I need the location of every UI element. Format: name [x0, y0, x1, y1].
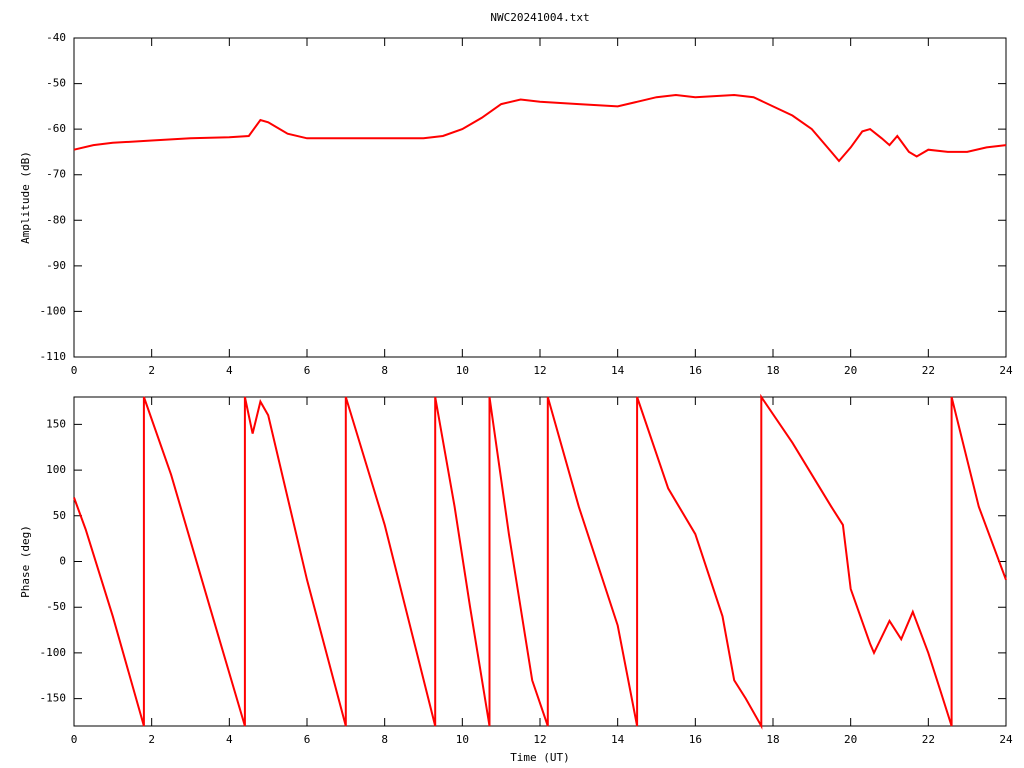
x-tick-label: 22 — [922, 733, 935, 746]
y-tick-label: 50 — [53, 509, 66, 522]
x-tick-label: 4 — [226, 733, 233, 746]
y-tick-label: -60 — [46, 122, 66, 135]
y-tick-label: -70 — [46, 168, 66, 181]
y-tick-label: 150 — [46, 417, 66, 430]
y-tick-label: -40 — [46, 31, 66, 44]
x-tick-label: 2 — [148, 733, 155, 746]
x-tick-label: 20 — [844, 364, 857, 377]
data-line — [73, 93, 1007, 163]
plot-border — [73, 396, 1007, 727]
x-tick-label: 10 — [456, 733, 469, 746]
x-tick-label: 18 — [766, 364, 779, 377]
chart-title: NWC20241004.txt — [490, 11, 589, 24]
x-tick-label: 8 — [381, 733, 388, 746]
y-tick-label: -50 — [46, 600, 66, 613]
x-tick-label: 12 — [533, 364, 546, 377]
x-tick-label: 22 — [922, 364, 935, 377]
y-axis-label: Amplitude (dB) — [19, 151, 32, 244]
y-axis-label: Phase (deg) — [19, 525, 32, 598]
y-tick-label: -150 — [40, 692, 67, 705]
x-tick-label: 0 — [71, 364, 78, 377]
x-tick-label: 24 — [999, 364, 1013, 377]
x-tick-label: 14 — [611, 364, 625, 377]
x-tick-label: 8 — [381, 364, 388, 377]
y-tick-label: -100 — [40, 304, 67, 317]
x-tick-label: 6 — [304, 364, 311, 377]
x-tick-label: 16 — [689, 364, 702, 377]
x-tick-label: 14 — [611, 733, 625, 746]
x-tick-label: 12 — [533, 733, 546, 746]
x-tick-label: 20 — [844, 733, 857, 746]
x-tick-label: 16 — [689, 733, 702, 746]
y-tick-label: -50 — [46, 77, 66, 90]
y-tick-label: -80 — [46, 213, 66, 226]
x-tick-label: 6 — [304, 733, 311, 746]
y-tick-label: -110 — [40, 350, 67, 363]
x-tick-label: 4 — [226, 364, 233, 377]
plot-border — [73, 37, 1007, 358]
x-tick-label: 18 — [766, 733, 779, 746]
x-tick-label: 24 — [999, 733, 1013, 746]
data-line — [73, 393, 1007, 730]
y-tick-label: 100 — [46, 463, 66, 476]
y-tick-label: 0 — [59, 555, 66, 568]
x-tick-label: 2 — [148, 364, 155, 377]
y-tick-label: -90 — [46, 259, 66, 272]
x-tick-label: 0 — [71, 733, 78, 746]
x-tick-label: 10 — [456, 364, 469, 377]
x-axis-label: Time (UT) — [510, 751, 570, 764]
y-tick-label: -100 — [40, 646, 67, 659]
